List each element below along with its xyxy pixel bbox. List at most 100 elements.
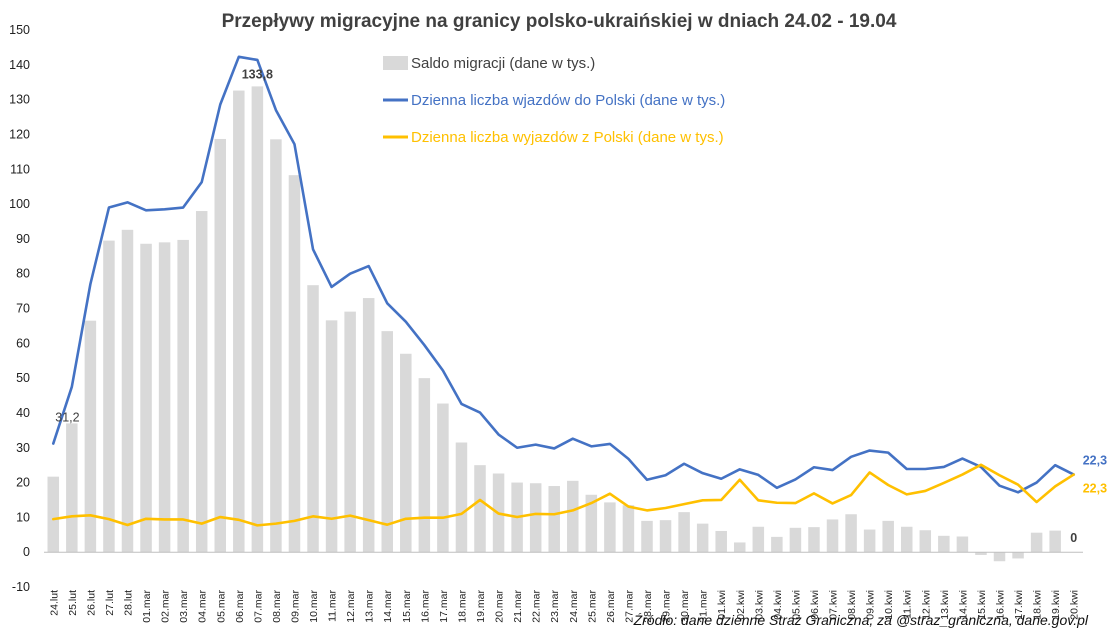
- x-tick-label: 26.lut: [85, 590, 97, 616]
- bar-saldo: [826, 519, 839, 553]
- bar-saldo: [84, 320, 97, 553]
- x-tick-label: 12.kwi: [920, 590, 932, 620]
- bar-saldo: [919, 530, 932, 553]
- x-tick-label: 23.mar: [549, 590, 561, 623]
- x-tick-label: 05.mar: [215, 590, 227, 623]
- x-tick-label: 07.kwi: [828, 590, 840, 620]
- legend-swatch-bar: [383, 56, 408, 70]
- bar-saldo: [381, 331, 393, 553]
- x-tick-label: 15.kwi: [976, 590, 988, 620]
- x-tick-label: 17.mar: [438, 590, 450, 623]
- data-label: 22,3: [1083, 454, 1107, 468]
- bar-saldo: [641, 520, 653, 553]
- y-tick-label: -10: [12, 580, 30, 594]
- bar-saldo: [604, 502, 616, 553]
- bar-saldo: [121, 229, 134, 553]
- bar-saldo: [474, 465, 486, 553]
- bar-saldo: [1049, 530, 1061, 553]
- y-tick-label: 50: [16, 371, 30, 385]
- x-tick-label: 29.mar: [661, 590, 673, 623]
- y-tick-label: 110: [10, 162, 30, 176]
- x-tick-label: 09.mar: [289, 590, 301, 623]
- x-tick-label: 25.lut: [67, 590, 79, 616]
- bar-saldo: [1012, 552, 1024, 559]
- data-label: 133,8: [242, 67, 273, 81]
- x-tick-label: 15.mar: [401, 590, 413, 623]
- x-tick-label: 01.kwi: [716, 590, 728, 620]
- x-tick-label: 31.mar: [698, 590, 710, 623]
- x-tick-label: 27.mar: [623, 590, 635, 623]
- legend: Saldo migracji (dane w tys.) Dzienna licz…: [383, 55, 725, 146]
- bar-saldo: [715, 530, 727, 553]
- bar-saldo: [567, 480, 579, 553]
- y-tick-label: 120: [9, 127, 30, 141]
- y-tick-label: 140: [9, 58, 30, 72]
- x-tick-label: 18.mar: [456, 590, 468, 623]
- bar-saldo: [325, 320, 338, 553]
- data-label: 31,2: [55, 411, 79, 425]
- y-tick-label: 150: [9, 23, 30, 37]
- bar-saldo: [214, 138, 227, 553]
- legend-entry: Saldo migracji (dane w tys.): [411, 55, 595, 72]
- bar-saldo: [696, 523, 709, 553]
- x-tick-label: 02.mar: [160, 590, 172, 623]
- x-tick-label: 14.kwi: [957, 590, 969, 620]
- chart-source: Źródło: dane dzienne Straż Graniczna, za…: [633, 612, 1089, 628]
- bar-saldo: [956, 536, 969, 553]
- x-tick-label: 28.lut: [122, 590, 134, 616]
- x-tick-label: 16.mar: [419, 590, 431, 623]
- y-tick-label: 90: [16, 232, 30, 246]
- x-tick-label: 11.mar: [327, 590, 339, 622]
- x-tick-label: 04.mar: [197, 590, 209, 623]
- data-annotations: 133,8 31,2 22,3 22,3 0: [55, 67, 1107, 545]
- x-tick-label: 06.kwi: [809, 590, 821, 620]
- bar-saldo: [993, 552, 1006, 562]
- x-axis: 24.lut 25.lut 26.lut 27.lut 28.lut 01.mar 02.m…: [48, 590, 1080, 623]
- x-tick-label: 03.mar: [178, 590, 190, 623]
- line-series-wjazdy: [51, 55, 1076, 494]
- x-tick-label: 14.mar: [382, 590, 394, 623]
- x-tick-label: 05.kwi: [790, 590, 802, 620]
- x-tick-label: 17.kwi: [1013, 590, 1025, 620]
- bar-saldo: [195, 211, 208, 553]
- x-tick-label: 02.kwi: [735, 590, 747, 620]
- x-tick-label: 10.mar: [308, 590, 320, 623]
- bar-saldo: [529, 483, 542, 553]
- y-tick-label: 0: [23, 545, 30, 559]
- y-tick-label: 40: [16, 406, 30, 420]
- bar-saldo: [622, 505, 635, 553]
- bar-saldo: [307, 285, 319, 553]
- bar-saldo: [251, 86, 264, 553]
- x-tick-label: 26.mar: [605, 590, 617, 623]
- bar-saldo: [863, 529, 876, 553]
- x-tick-label: 04.kwi: [772, 590, 784, 620]
- y-tick-label: 130: [9, 93, 30, 107]
- x-tick-label: 13.mar: [364, 590, 376, 623]
- legend-entry: Dzienna liczba wjazdów do Polski (dane w…: [411, 92, 725, 109]
- y-tick-label: 100: [9, 197, 30, 211]
- y-tick-label: 10: [16, 510, 30, 524]
- y-tick-label: 20: [16, 476, 30, 490]
- bar-series-saldo: [47, 86, 1080, 562]
- bar-saldo: [103, 240, 115, 553]
- x-tick-label: 08.mar: [271, 590, 283, 623]
- bar-saldo: [47, 476, 60, 553]
- chart-title: Przepływy migracyjne na granicy polsko-u…: [222, 11, 897, 32]
- x-tick-label: 25.mar: [586, 590, 598, 623]
- x-tick-label: 24.lut: [48, 590, 60, 616]
- y-tick-label: 60: [16, 336, 30, 350]
- bar-saldo: [752, 526, 765, 553]
- bar-saldo: [344, 311, 356, 553]
- bar-saldo: [270, 139, 282, 553]
- bar-saldo: [659, 520, 672, 553]
- bar-saldo: [66, 423, 78, 553]
- x-tick-label: 21.mar: [512, 590, 524, 623]
- bar-saldo: [548, 486, 560, 553]
- bar-saldo: [1030, 532, 1043, 553]
- x-tick-label: 30.mar: [679, 590, 691, 623]
- x-tick-label: 03.kwi: [753, 590, 765, 620]
- bar-saldo: [418, 378, 431, 553]
- x-tick-label: 19.kwi: [1050, 590, 1062, 620]
- x-tick-label: 27.lut: [104, 590, 116, 616]
